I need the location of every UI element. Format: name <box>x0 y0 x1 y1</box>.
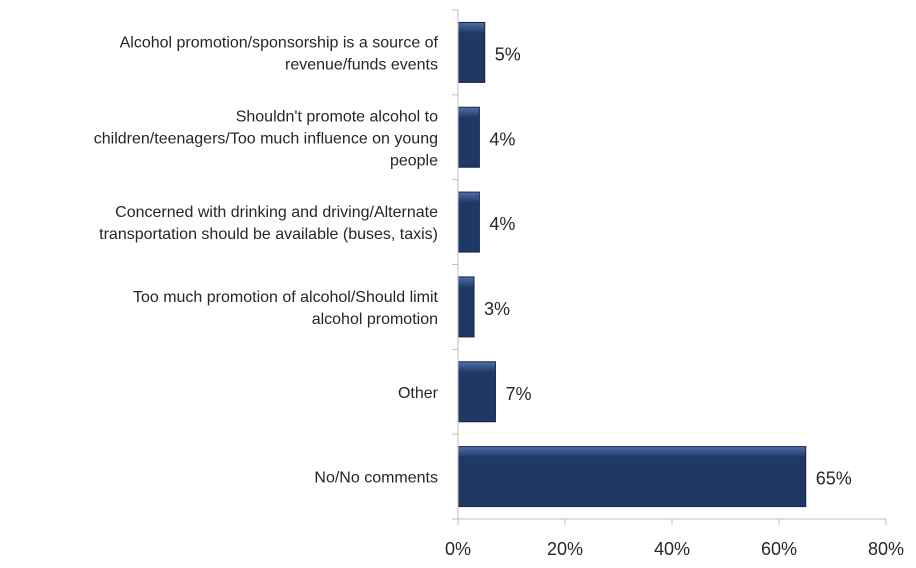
category-label-5: Other <box>398 385 439 402</box>
x-tick-label-4: 80% <box>868 539 904 559</box>
x-tick-label-1: 20% <box>547 539 583 559</box>
bar-3 <box>457 191 480 253</box>
category-label-4: Too much promotion of alcohol/Should lim… <box>133 289 439 328</box>
bar-2 <box>457 106 480 168</box>
data-label-2: 4% <box>489 129 515 149</box>
bar-6 <box>457 446 807 508</box>
x-tick-label-3: 60% <box>761 539 797 559</box>
bar-5 <box>457 361 496 423</box>
bar-1 <box>457 21 486 83</box>
category-label-3: Concerned with drinking and driving/Alte… <box>99 204 438 243</box>
category-label-1: Alcohol promotion/sponsorship is a sourc… <box>120 34 439 73</box>
axis-layer <box>452 9 887 525</box>
data-label-1: 5% <box>495 44 521 64</box>
x-tick-label-0: 0% <box>445 539 471 559</box>
x-tick-label-2: 40% <box>654 539 690 559</box>
bars-layer <box>457 21 807 508</box>
category-label-2: Shouldn't promote alcohol to children/tee… <box>94 108 438 169</box>
category-label-6: No/No comments <box>314 470 438 487</box>
labels-layer: 5% Alcohol promotion/sponsorship is a sou… <box>94 34 904 559</box>
data-label-5: 7% <box>505 384 531 404</box>
bar-4 <box>457 276 475 338</box>
data-label-4: 3% <box>484 299 510 319</box>
data-label-3: 4% <box>489 214 515 234</box>
data-label-6: 65% <box>816 469 852 489</box>
